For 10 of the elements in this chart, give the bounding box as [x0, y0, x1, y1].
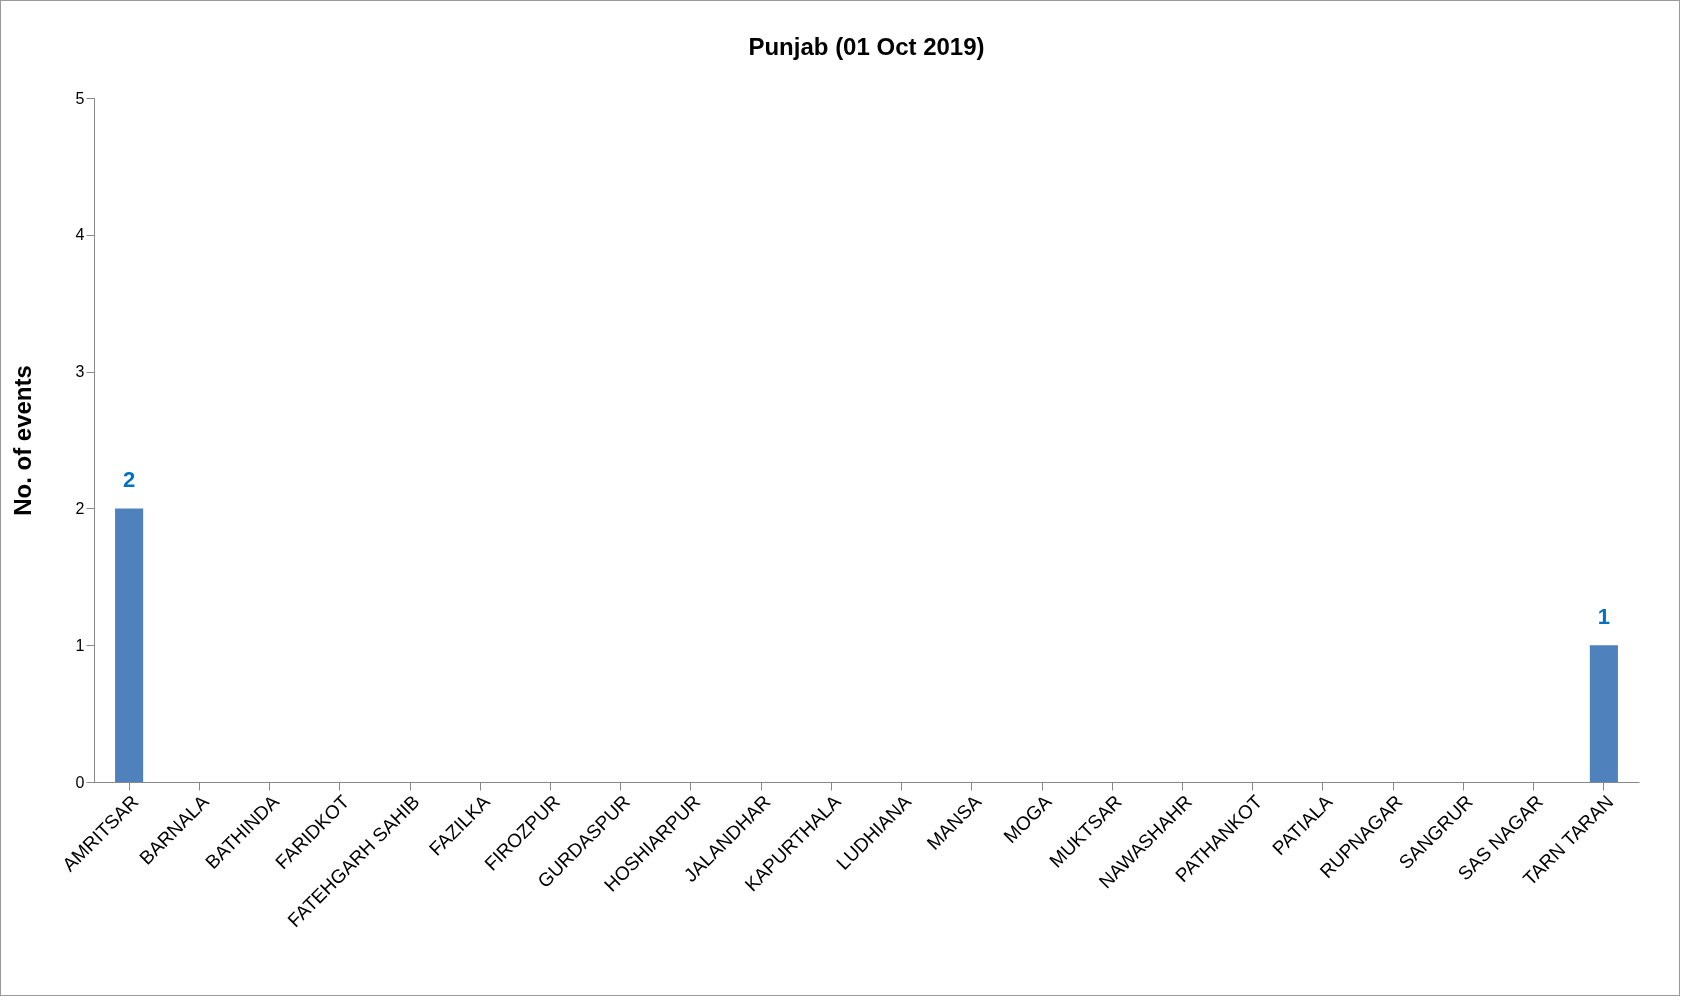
y-tick-label: 1	[75, 636, 85, 654]
data-label: 1	[1597, 604, 1611, 630]
chart-title: Punjab (01 Oct 2019)	[748, 33, 985, 60]
y-axis-title: No. of events	[8, 365, 36, 516]
y-tick-label: 0	[75, 773, 85, 791]
y-tick-label: 5	[75, 89, 85, 107]
y-tick-label: 3	[75, 363, 85, 381]
y-tick-label: 2	[75, 499, 85, 517]
y-tick-label: 4	[75, 226, 85, 244]
data-label: 2	[122, 467, 136, 493]
